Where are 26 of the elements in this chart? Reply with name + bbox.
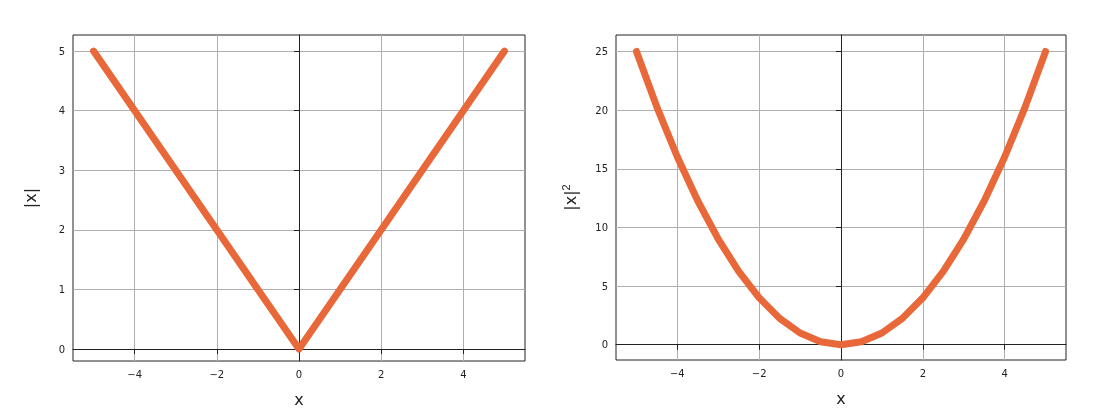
y-tick-label: 0 (601, 339, 608, 351)
x-tick-label: 2 (919, 367, 927, 379)
x-axis-title: x (294, 389, 304, 409)
x-tick-label: 0 (837, 367, 845, 379)
x-tick-label: −2 (209, 368, 225, 380)
x-tick-label: −4 (669, 367, 685, 379)
x-tick-label: 4 (460, 368, 467, 380)
x-tick-label: 2 (377, 368, 385, 380)
y-tick-label: 20 (595, 104, 608, 116)
y-tick-label: 3 (58, 164, 65, 176)
y-tick-label: 4 (58, 105, 65, 117)
y-tick-label: 0 (58, 343, 65, 355)
y-tick-label: 10 (595, 221, 608, 233)
y-axis-title: |x| (20, 187, 40, 209)
y-tick-label: 2 (58, 224, 65, 236)
y-axis-title: |x|2 (559, 184, 580, 211)
x-tick-label: −2 (751, 367, 767, 379)
y-tick-label: 15 (595, 163, 608, 175)
x-tick-label: −4 (127, 368, 143, 380)
y-tick-label: 25 (595, 45, 608, 57)
x-tick-label: 4 (1001, 367, 1008, 379)
x-tick-label: 0 (295, 368, 303, 380)
y-tick-label: 1 (58, 283, 65, 295)
x-axis-title: x (836, 388, 846, 408)
y-tick-label: 5 (58, 45, 65, 57)
y-tick-label: 5 (601, 280, 608, 292)
